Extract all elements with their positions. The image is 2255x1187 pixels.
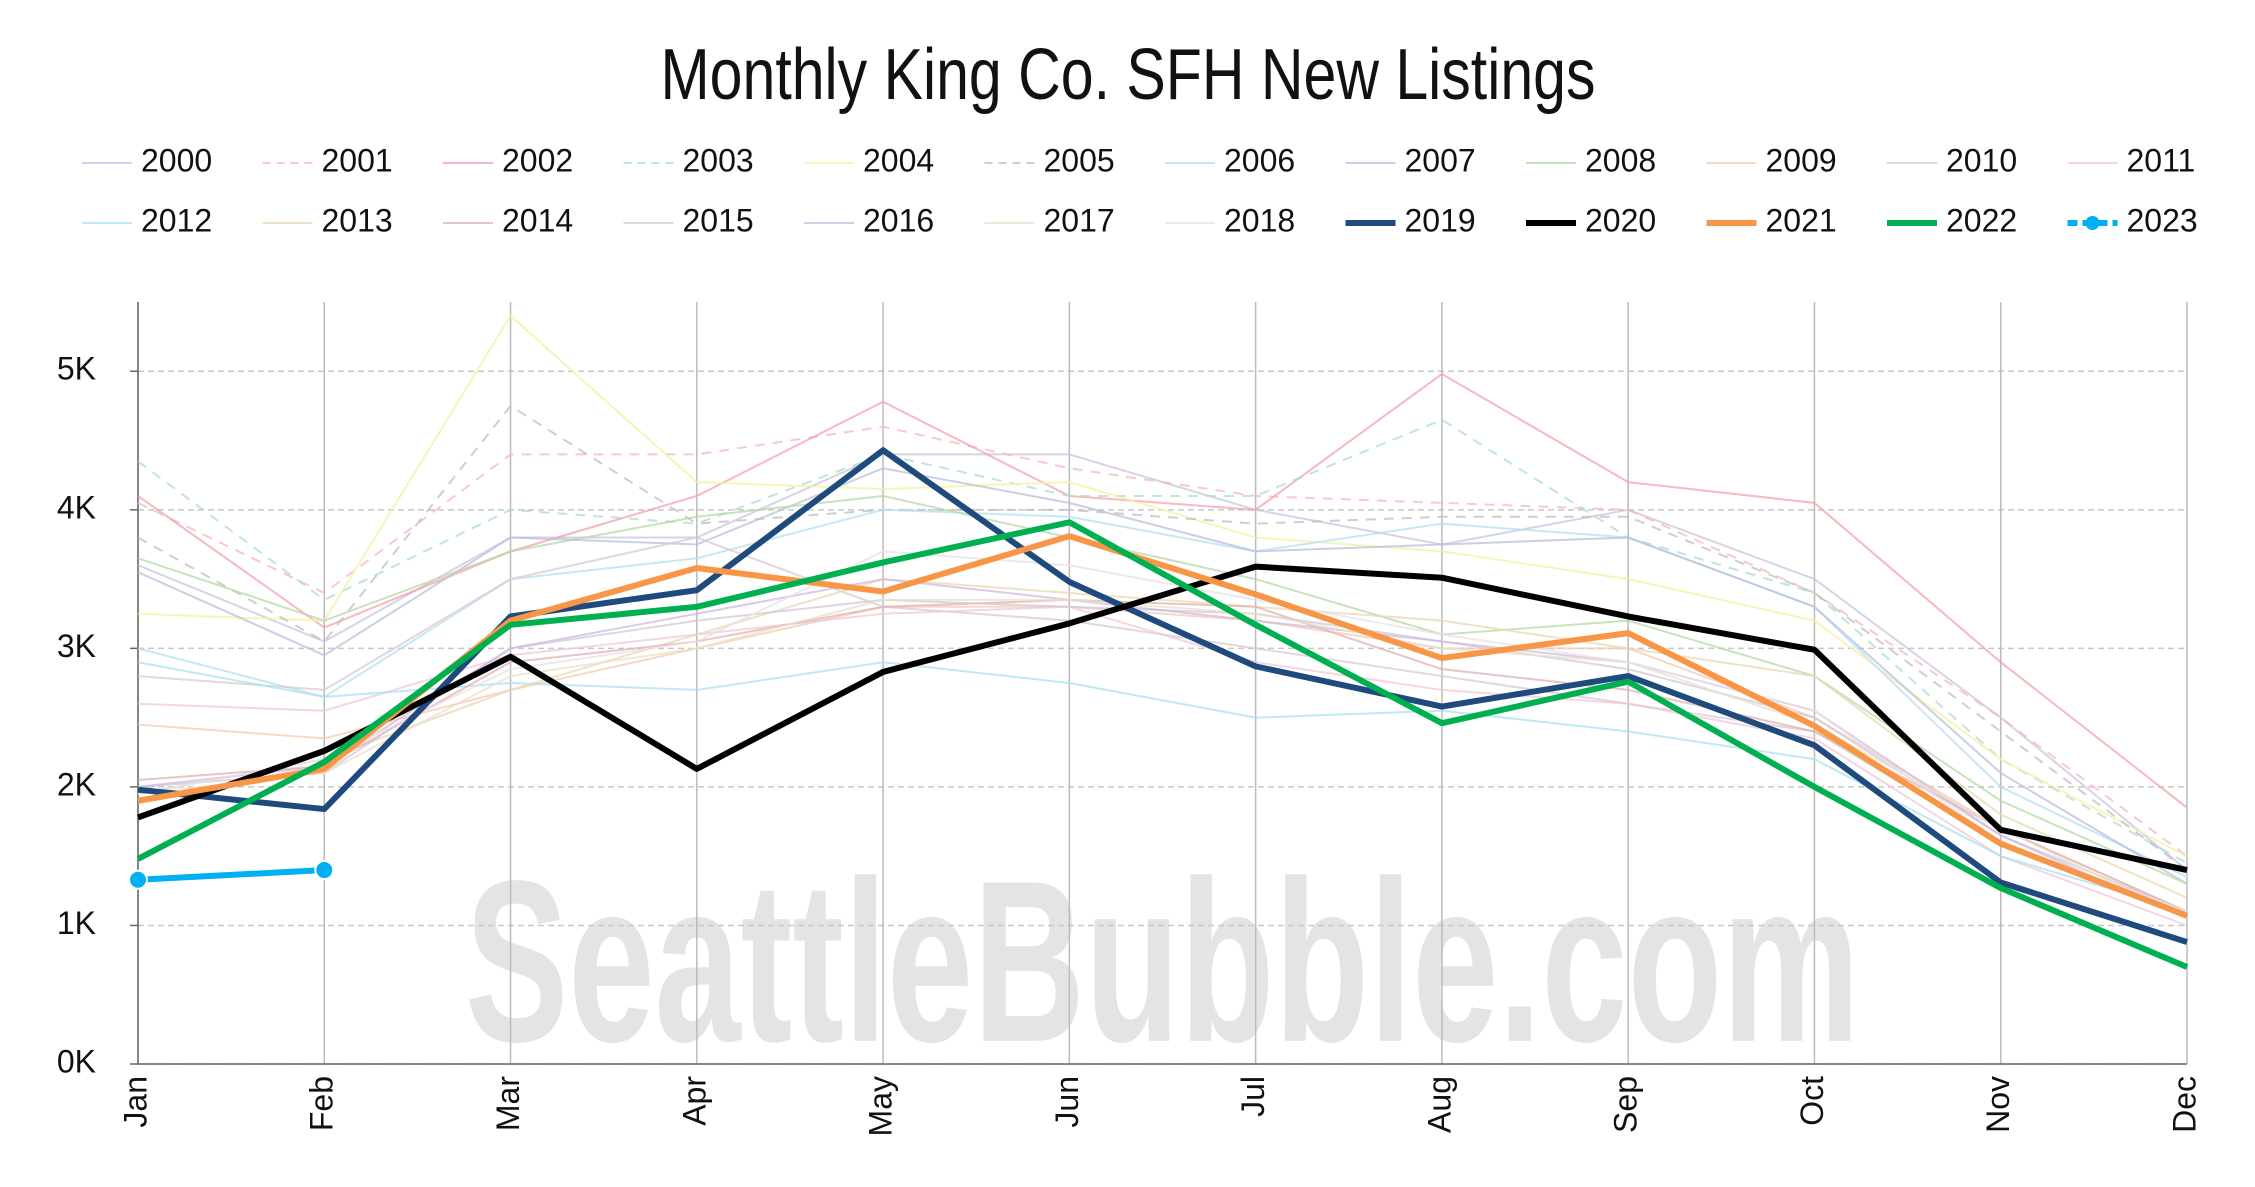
legend-label: 2004 [863, 142, 934, 178]
chart-title: Monthly King Co. SFH New Listings [661, 35, 1596, 115]
legend-label: 2010 [1946, 142, 2017, 178]
series-line [137, 418, 2188, 864]
series-line [137, 867, 325, 883]
series-line [137, 550, 2188, 913]
series-line [137, 314, 2188, 858]
legend-label: 2020 [1585, 202, 1656, 238]
series-line [136, 519, 2189, 970]
series-line [137, 453, 2188, 871]
legend-label: 2017 [1044, 202, 1115, 238]
legend-label: 2006 [1224, 142, 1295, 178]
legend-label: 2021 [1766, 202, 1837, 238]
series-line [137, 578, 2188, 899]
legend-label: 2008 [1585, 142, 1656, 178]
legend-label: 2019 [1405, 202, 1476, 238]
series-line [137, 467, 2188, 885]
series-line [137, 605, 2188, 927]
legend-marker [2085, 216, 2100, 230]
x-tick-label: Nov [1980, 1076, 2016, 1133]
watermark: SeattleBubble.com [465, 833, 1860, 1090]
legend-label: 2011 [2127, 142, 2196, 178]
legend-label: 2001 [322, 142, 393, 178]
series-line [137, 598, 2188, 920]
legend-label: 2009 [1766, 142, 1837, 178]
legend-label: 2013 [322, 202, 393, 238]
series-line [137, 373, 2188, 809]
series-line [137, 661, 2188, 913]
x-tick-label: Oct [1794, 1076, 1830, 1126]
legend-label: 2016 [863, 202, 934, 238]
point [314, 860, 335, 881]
x-tick-label: Aug [1421, 1076, 1457, 1133]
series-line [137, 494, 2188, 885]
legend-label: 2018 [1224, 202, 1295, 238]
legend-label: 2007 [1405, 142, 1476, 178]
y-tick-label: 0K [57, 1043, 96, 1079]
x-tick-label: Sep [1608, 1076, 1644, 1133]
legend-label: 2002 [502, 142, 573, 178]
legend-label: 2022 [1946, 202, 2017, 238]
legend-label: 2003 [683, 142, 754, 178]
x-tick-label: Feb [304, 1076, 340, 1131]
y-tick-label: 1K [57, 905, 96, 941]
legend-label: 2012 [141, 202, 212, 238]
x-tick-label: May [863, 1076, 899, 1136]
legend-label: 2005 [1044, 142, 1115, 178]
y-tick-label: 2K [57, 766, 96, 802]
series-line [137, 404, 2188, 871]
legend-label: 2023 [2127, 202, 2198, 238]
y-tick-label: 4K [57, 489, 96, 525]
x-tick-label: Jul [1235, 1076, 1271, 1117]
x-tick-label: Jan [117, 1076, 153, 1128]
x-tick-label: Apr [676, 1076, 712, 1126]
point [128, 869, 148, 890]
x-tick-label: Mar [490, 1076, 526, 1131]
series-line [136, 563, 2188, 873]
y-tick-label: 5K [57, 351, 96, 387]
x-tick-label: Jun [1049, 1076, 1085, 1128]
legend-label: 2014 [502, 202, 573, 238]
y-tick-label: 3K [57, 628, 96, 664]
legend-label: 2000 [141, 142, 212, 178]
series-line [137, 425, 2188, 857]
legend-label: 2015 [683, 202, 754, 238]
x-tick-label: Dec [2166, 1076, 2202, 1133]
